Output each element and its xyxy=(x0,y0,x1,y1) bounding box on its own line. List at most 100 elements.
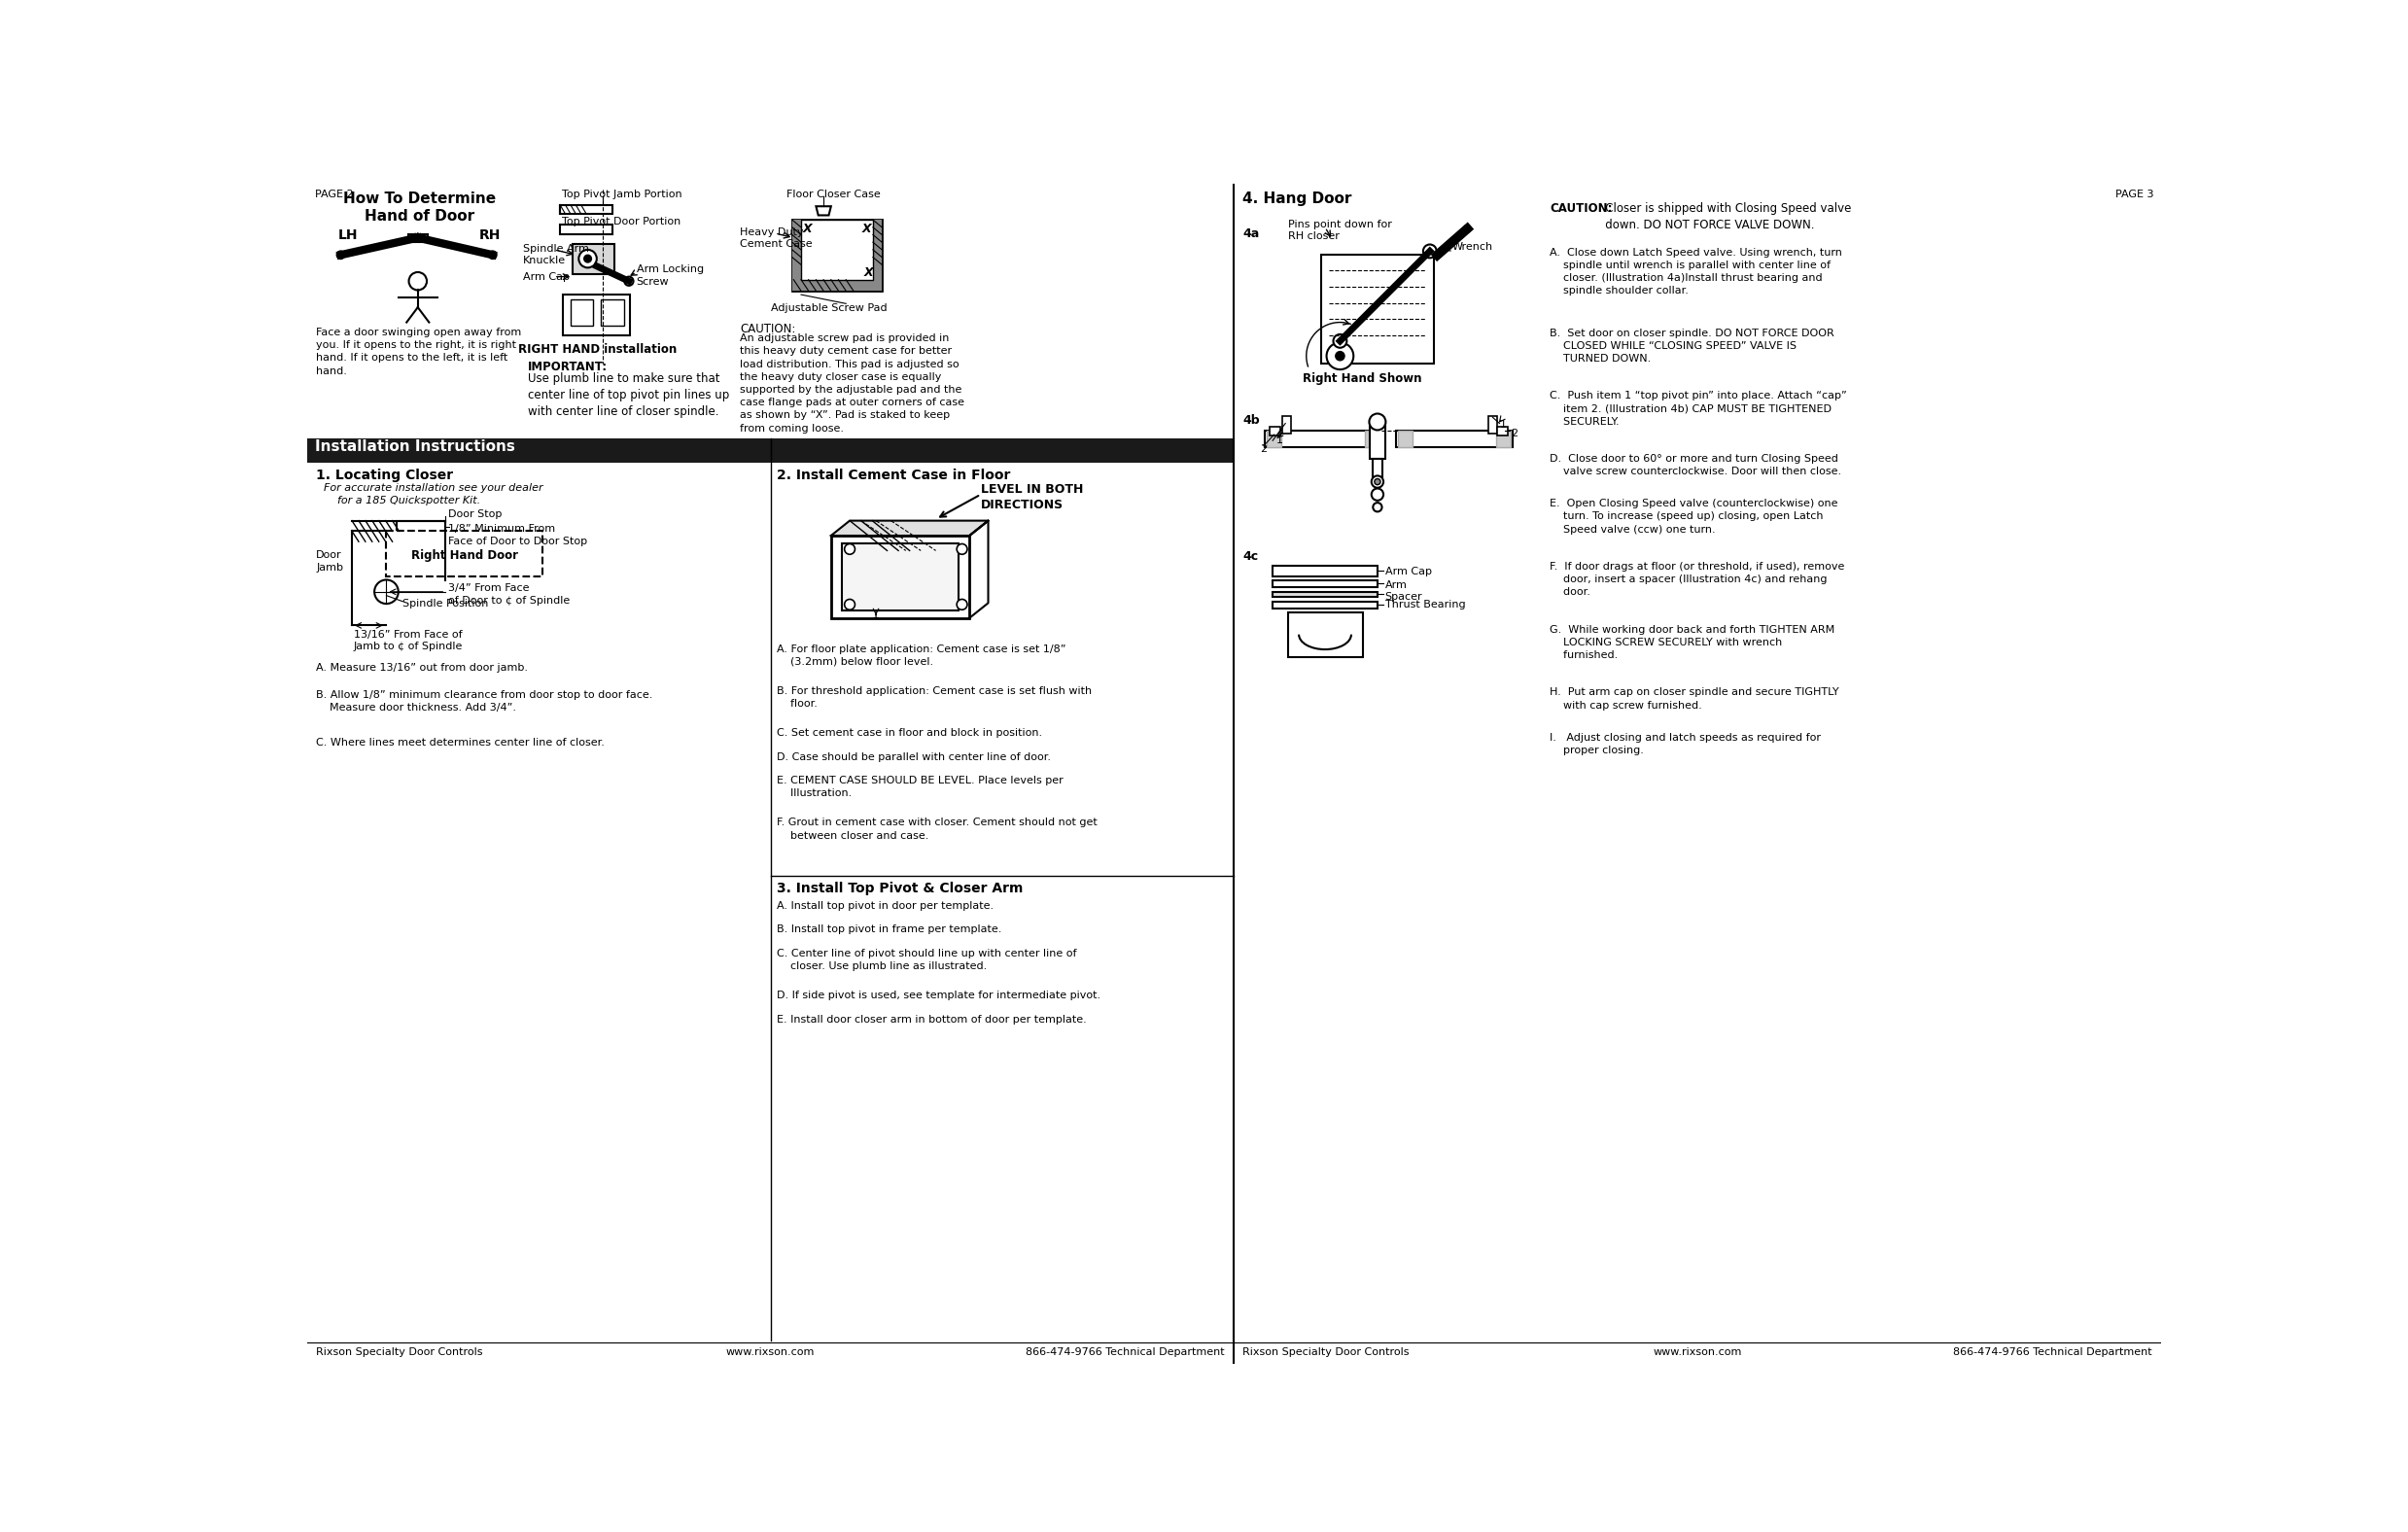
Text: Floor Closer Case: Floor Closer Case xyxy=(785,190,881,199)
Circle shape xyxy=(1336,351,1344,360)
Text: Door Stop: Door Stop xyxy=(448,510,501,519)
Text: A.  Close down Latch Speed valve. Using wrench, turn
    spindle until wrench is: A. Close down Latch Speed valve. Using w… xyxy=(1551,248,1842,296)
Polygon shape xyxy=(831,521,987,536)
Text: Right Hand Shown: Right Hand Shown xyxy=(1303,372,1423,385)
Bar xyxy=(1495,430,1510,447)
Text: Top Pivot Jamb Portion: Top Pivot Jamb Portion xyxy=(561,190,681,199)
Circle shape xyxy=(337,251,344,259)
Text: D. If side pivot is used, see template for intermediate pivot.: D. If side pivot is used, see template f… xyxy=(778,991,1100,1000)
Circle shape xyxy=(1334,334,1346,348)
Circle shape xyxy=(624,277,633,285)
Bar xyxy=(1322,254,1433,363)
Text: H.  Put arm cap on closer spindle and secure TIGHTLY
    with cap screw furnishe: H. Put arm cap on closer spindle and sec… xyxy=(1551,688,1840,711)
Bar xyxy=(1373,460,1382,481)
Bar xyxy=(571,300,592,326)
Circle shape xyxy=(489,251,496,259)
Text: G.  While working door back and forth TIGHTEN ARM
    LOCKING SCREW SECURELY wit: G. While working door back and forth TIG… xyxy=(1551,625,1835,660)
Text: 2: 2 xyxy=(1259,444,1267,453)
Text: D. Case should be parallel with center line of door.: D. Case should be parallel with center l… xyxy=(778,752,1052,761)
Text: RIGHT HAND installation: RIGHT HAND installation xyxy=(518,343,677,355)
Circle shape xyxy=(956,599,968,610)
Text: A. For floor plate application: Cement case is set 1/8”
    (3.2mm) below floor : A. For floor plate application: Cement c… xyxy=(778,643,1067,666)
Text: An adjustable screw pad is provided in
this heavy duty cement case for better
lo: An adjustable screw pad is provided in t… xyxy=(739,334,963,434)
Text: X: X xyxy=(864,267,874,279)
Bar xyxy=(1274,581,1377,587)
Text: CAUTION:: CAUTION: xyxy=(739,322,795,336)
Circle shape xyxy=(1423,245,1438,257)
Text: E. CEMENT CASE SHOULD BE LEVEL. Place levels per
    Illustration.: E. CEMENT CASE SHOULD BE LEVEL. Place le… xyxy=(778,775,1064,798)
Text: 1: 1 xyxy=(1276,435,1283,446)
Text: Pins point down for
RH closer: Pins point down for RH closer xyxy=(1288,219,1392,242)
Text: A. Measure 13/16” out from door jamb.: A. Measure 13/16” out from door jamb. xyxy=(315,663,527,673)
Text: Installation Instructions: Installation Instructions xyxy=(315,440,515,455)
Text: C.  Push item 1 “top pivot pin” into place. Attach “cap”
    item 2. (Illustrati: C. Push item 1 “top pivot pin” into plac… xyxy=(1551,391,1847,426)
Bar xyxy=(385,532,542,576)
Bar xyxy=(600,300,624,326)
Text: I.   Adjust closing and latch speeds as required for
    proper closing.: I. Adjust closing and latch speeds as re… xyxy=(1551,732,1820,755)
Text: 866-474-9766 Technical Department: 866-474-9766 Technical Department xyxy=(1026,1348,1226,1357)
Text: 1: 1 xyxy=(1500,420,1507,430)
Circle shape xyxy=(578,250,597,268)
Circle shape xyxy=(1433,251,1440,259)
Bar xyxy=(1397,430,1512,447)
Bar xyxy=(831,536,970,617)
Text: 866-474-9766 Technical Department: 866-474-9766 Technical Department xyxy=(1953,1348,2153,1357)
Text: 1/8” Minimum From
Face of Door to Door Stop: 1/8” Minimum From Face of Door to Door S… xyxy=(448,524,588,547)
Bar xyxy=(1288,611,1363,657)
Text: 2: 2 xyxy=(1510,429,1517,438)
Text: X: X xyxy=(862,222,872,236)
Text: B.  Set door on closer spindle. DO NOT FORCE DOOR
    CLOSED WHILE “CLOSING SPEE: B. Set door on closer spindle. DO NOT FO… xyxy=(1551,328,1835,363)
Text: RH: RH xyxy=(479,228,501,242)
Bar xyxy=(1365,430,1380,447)
Text: Face a door swinging open away from
you. If it opens to the right, it is right
h: Face a door swinging open away from you.… xyxy=(315,328,523,375)
Text: C. Set cement case in floor and block in position.: C. Set cement case in floor and block in… xyxy=(778,728,1043,738)
Text: E.  Open Closing Speed valve (counterclockwise) one
    turn. To increase (speed: E. Open Closing Speed valve (countercloc… xyxy=(1551,499,1837,535)
Circle shape xyxy=(585,254,592,262)
Circle shape xyxy=(956,544,968,555)
Text: B. Install top pivot in frame per template.: B. Install top pivot in frame per templa… xyxy=(778,925,1002,935)
Text: Door
Jamb: Door Jamb xyxy=(315,550,344,573)
Text: B. For threshold application: Cement case is set flush with
    floor.: B. For threshold application: Cement cas… xyxy=(778,686,1093,709)
Text: Arm Cap: Arm Cap xyxy=(523,273,568,282)
Bar xyxy=(1269,426,1281,435)
Bar xyxy=(1397,430,1413,447)
Text: Arm Cap: Arm Cap xyxy=(1385,567,1433,576)
Circle shape xyxy=(373,579,397,604)
Text: D.  Close door to 60° or more and turn Closing Speed
    valve screw countercloc: D. Close door to 60° or more and turn Cl… xyxy=(1551,453,1842,476)
Text: F. Grout in cement case with closer. Cement should not get
    between closer an: F. Grout in cement case with closer. Cem… xyxy=(778,818,1098,841)
Bar xyxy=(397,521,445,535)
Circle shape xyxy=(1373,476,1385,487)
Bar xyxy=(1274,565,1377,576)
Text: Rixson Specialty Door Controls: Rixson Specialty Door Controls xyxy=(1243,1348,1409,1357)
Circle shape xyxy=(845,544,855,555)
Bar xyxy=(792,219,802,291)
Text: Closer is shipped with Closing Speed valve
   down. DO NOT FORCE VALVE DOWN.: Closer is shipped with Closing Speed val… xyxy=(1594,202,1852,231)
Text: C. Center line of pivot should line up with center line of
    closer. Use plumb: C. Center line of pivot should line up w… xyxy=(778,948,1076,971)
Text: Rixson Specialty Door Controls: Rixson Specialty Door Controls xyxy=(315,1348,482,1357)
Bar xyxy=(1498,426,1507,435)
Text: 3/4” From Face
of Door to ¢ of Spindle: 3/4” From Face of Door to ¢ of Spindle xyxy=(448,584,571,605)
Text: X: X xyxy=(802,222,811,236)
Bar xyxy=(1267,430,1281,447)
Text: PAGE 3: PAGE 3 xyxy=(2114,190,2153,199)
Text: Thrust Bearing: Thrust Bearing xyxy=(1385,601,1464,610)
Bar xyxy=(843,544,958,610)
Circle shape xyxy=(1464,225,1471,233)
Circle shape xyxy=(409,273,426,290)
Circle shape xyxy=(1327,343,1353,369)
Text: LEVEL IN BOTH
DIRECTIONS: LEVEL IN BOTH DIRECTIONS xyxy=(980,483,1084,512)
Bar xyxy=(308,438,1233,463)
Text: Spindle Arm
Knuckle: Spindle Arm Knuckle xyxy=(523,244,588,265)
Bar xyxy=(561,225,612,234)
Text: A. Install top pivot in door per template.: A. Install top pivot in door per templat… xyxy=(778,901,995,910)
Text: How To Determine
Hand of Door: How To Determine Hand of Door xyxy=(342,192,496,224)
Bar xyxy=(563,294,631,336)
Text: C. Where lines meet determines center line of closer.: C. Where lines meet determines center li… xyxy=(315,738,604,748)
Text: CAUTION:: CAUTION: xyxy=(1551,202,1613,214)
Polygon shape xyxy=(816,207,831,216)
Text: 3. Install Top Pivot & Closer Arm: 3. Install Top Pivot & Closer Arm xyxy=(778,881,1023,895)
Bar xyxy=(1370,421,1385,460)
Text: E. Install door closer arm in bottom of door per template.: E. Install door closer arm in bottom of … xyxy=(778,1014,1086,1025)
Text: www.rixson.com: www.rixson.com xyxy=(1654,1348,1743,1357)
Bar xyxy=(1283,415,1291,434)
